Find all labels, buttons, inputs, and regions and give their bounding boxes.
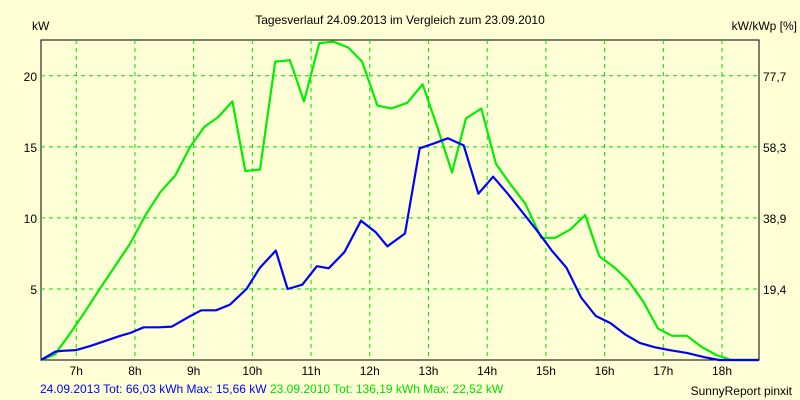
x-tick-label: 9h	[187, 364, 200, 378]
y-right-tick-label: 38,9	[763, 212, 787, 226]
y-tick-label: 10	[24, 212, 38, 226]
x-tick-label: 11h	[301, 364, 320, 378]
y-right-tick-label: 77,7	[763, 70, 787, 84]
y-tick-label: 5	[30, 283, 37, 297]
x-tick-label: 18h	[712, 364, 732, 378]
x-tick-label: 8h	[128, 364, 141, 378]
credit-text: SunnyReport pinxit	[690, 384, 792, 398]
y-axis-label: kW	[32, 19, 50, 33]
x-tick-label: 14h	[477, 364, 497, 378]
legend-2013: 24.09.2013 Tot: 66,03 kWh Max: 15,66 kW	[40, 382, 267, 396]
y-right-tick-label: 19,4	[763, 283, 787, 297]
y-tick-label: 15	[24, 141, 38, 155]
x-tick-label: 12h	[360, 364, 380, 378]
chart-title: Tagesverlauf 24.09.2013 im Vergleich zum…	[255, 13, 545, 27]
legend-2010: 23.09.2010 Tot: 136,19 kWh Max: 22,52 kW	[270, 382, 504, 396]
y-right-tick-label: 58,3	[763, 141, 787, 155]
x-tick-label: 7h	[70, 364, 83, 378]
x-tick-label: 15h	[536, 364, 556, 378]
x-tick-label: 13h	[418, 364, 438, 378]
y-tick-label: 20	[24, 70, 38, 84]
plot-area	[40, 39, 760, 361]
x-tick-label: 16h	[595, 364, 615, 378]
series-line-24-09-2013	[40, 137, 759, 362]
series-line-23-09-2010	[40, 40, 759, 362]
x-tick-label: 10h	[242, 364, 262, 378]
x-tick-label: 17h	[653, 364, 673, 378]
y-axis-right-label: kW/kWp [%]	[732, 19, 797, 33]
